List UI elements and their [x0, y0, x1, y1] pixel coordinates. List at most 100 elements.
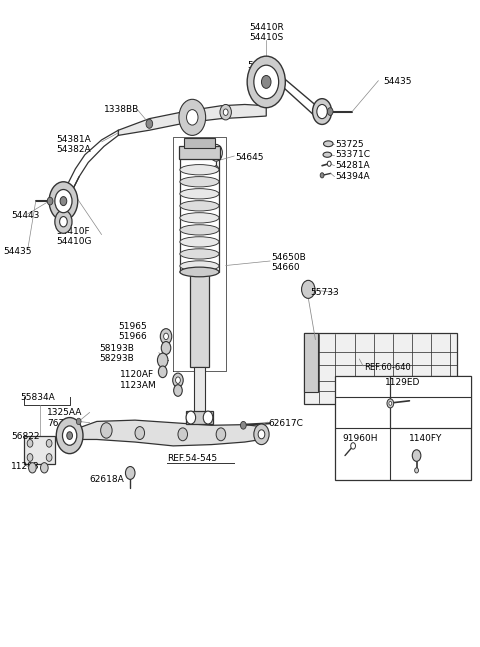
Circle shape	[351, 443, 356, 449]
Circle shape	[176, 377, 180, 384]
Polygon shape	[118, 104, 266, 135]
Ellipse shape	[323, 152, 332, 157]
Circle shape	[135, 426, 144, 439]
Circle shape	[29, 463, 36, 473]
Circle shape	[161, 342, 171, 355]
Circle shape	[62, 426, 77, 445]
Circle shape	[187, 109, 198, 125]
Circle shape	[317, 104, 327, 118]
Text: 54650B
54660: 54650B 54660	[271, 252, 306, 272]
Circle shape	[164, 333, 168, 340]
Text: 62617C: 62617C	[269, 419, 303, 428]
Circle shape	[27, 439, 33, 447]
Ellipse shape	[180, 261, 219, 271]
Circle shape	[173, 373, 183, 388]
Circle shape	[46, 454, 52, 461]
Circle shape	[40, 463, 48, 473]
Circle shape	[178, 428, 188, 441]
Circle shape	[55, 210, 72, 234]
Text: 54281A: 54281A	[336, 161, 370, 170]
Circle shape	[240, 421, 246, 429]
Text: 55733: 55733	[311, 288, 339, 297]
Bar	[194, 367, 204, 413]
Bar	[179, 146, 220, 159]
Text: 54410R
54410S: 54410R 54410S	[249, 23, 284, 42]
Circle shape	[56, 417, 83, 454]
Text: 53371C: 53371C	[336, 150, 371, 159]
Bar	[24, 435, 55, 464]
Circle shape	[49, 182, 78, 221]
Circle shape	[55, 190, 72, 213]
Text: 54394A: 54394A	[336, 172, 370, 181]
Text: 54410F
54410G: 54410F 54410G	[56, 227, 92, 247]
Ellipse shape	[180, 267, 219, 277]
Circle shape	[220, 104, 231, 120]
Ellipse shape	[180, 248, 219, 259]
Text: 62618A: 62618A	[90, 475, 124, 484]
Circle shape	[174, 385, 182, 397]
Circle shape	[47, 197, 53, 205]
Text: 54645: 54645	[235, 153, 264, 162]
Circle shape	[210, 144, 222, 161]
Circle shape	[412, 450, 421, 461]
Bar	[304, 333, 318, 393]
Circle shape	[60, 217, 67, 227]
Ellipse shape	[180, 189, 219, 199]
Circle shape	[327, 107, 333, 115]
Circle shape	[415, 468, 419, 473]
Circle shape	[186, 411, 196, 424]
Circle shape	[146, 119, 153, 128]
Text: 11293: 11293	[11, 462, 39, 471]
Circle shape	[216, 428, 226, 441]
Circle shape	[320, 173, 324, 178]
Text: 56822: 56822	[11, 432, 39, 441]
Bar	[186, 411, 213, 424]
Circle shape	[262, 76, 271, 89]
Polygon shape	[67, 420, 262, 446]
Circle shape	[327, 161, 331, 166]
Circle shape	[60, 197, 67, 206]
Circle shape	[67, 432, 72, 439]
Text: 58193B
58293B: 58193B 58293B	[99, 344, 134, 364]
Circle shape	[101, 422, 112, 438]
Circle shape	[254, 65, 279, 98]
Ellipse shape	[180, 201, 219, 211]
Text: 51965
51966: 51965 51966	[118, 322, 147, 341]
Circle shape	[203, 411, 213, 424]
Circle shape	[27, 454, 33, 461]
Circle shape	[247, 56, 285, 107]
Circle shape	[179, 99, 205, 135]
Text: 1140FY: 1140FY	[409, 433, 443, 443]
Bar	[304, 333, 457, 404]
Text: REF.54-545: REF.54-545	[168, 454, 217, 463]
Ellipse shape	[180, 225, 219, 235]
Text: 54443: 54443	[247, 61, 276, 71]
Bar	[184, 138, 215, 148]
Ellipse shape	[180, 164, 219, 175]
Text: 55834A: 55834A	[21, 393, 55, 402]
Text: 1120AF
1123AM: 1120AF 1123AM	[120, 371, 156, 390]
Bar	[191, 274, 208, 367]
Circle shape	[160, 329, 172, 344]
Circle shape	[76, 418, 81, 424]
Text: 54381A
54382A: 54381A 54382A	[56, 135, 91, 154]
Circle shape	[254, 424, 269, 444]
Text: 91960H: 91960H	[343, 433, 378, 443]
Circle shape	[389, 401, 392, 405]
Text: 54435: 54435	[4, 247, 32, 256]
Text: 76741: 76741	[47, 419, 75, 428]
Circle shape	[258, 430, 265, 439]
Circle shape	[223, 109, 228, 115]
Ellipse shape	[324, 141, 333, 147]
Circle shape	[157, 353, 168, 367]
Text: 53725: 53725	[336, 140, 364, 149]
Circle shape	[214, 166, 218, 172]
Circle shape	[387, 399, 394, 408]
Text: 1129ED: 1129ED	[384, 378, 420, 388]
Circle shape	[46, 439, 52, 447]
Bar	[336, 376, 471, 480]
Text: 54435: 54435	[383, 78, 412, 87]
Text: 1325AA: 1325AA	[47, 408, 82, 417]
Ellipse shape	[180, 177, 219, 187]
Circle shape	[301, 280, 315, 298]
